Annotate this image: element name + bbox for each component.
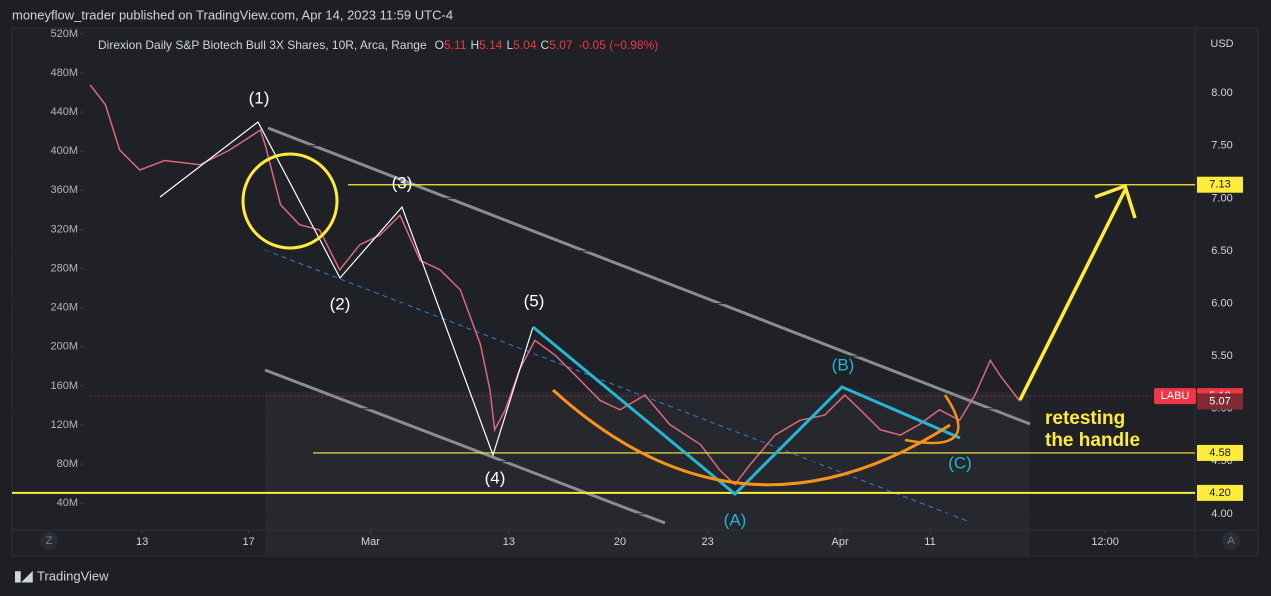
- y-tick-label: 8.00: [1211, 87, 1232, 99]
- x-tick-label: Apr: [832, 536, 849, 548]
- y2-tick-label: 360M: [50, 184, 78, 196]
- ohlc-key: H: [470, 38, 479, 52]
- wave-label: (2): [330, 294, 351, 313]
- wave-label: (3): [392, 173, 413, 192]
- shaded-zone: [265, 392, 1030, 556]
- ohlc-value: 5.04: [513, 38, 537, 52]
- wave-label: (A): [724, 510, 747, 529]
- symbol-tag-label: LABU: [1161, 390, 1190, 402]
- y-tick-label: 6.00: [1211, 297, 1232, 309]
- drawings: (1) (2) (3) (4) (5) (A) (B) (C) retestin…: [159, 88, 1140, 529]
- button-label[interactable]: A: [1227, 535, 1235, 547]
- close-tag: [1197, 393, 1243, 410]
- arrow-head: [1094, 183, 1137, 219]
- x-tick-label: 11: [924, 536, 935, 548]
- y-tick-label: 6.50: [1211, 245, 1232, 257]
- y-tick-label: 5.50: [1211, 350, 1232, 362]
- level-tag-label: 7.13: [1209, 179, 1230, 191]
- y2-tick-label: 160M: [50, 380, 78, 392]
- change: -0.05 (−0.98%): [579, 38, 659, 52]
- level-tag: [1197, 484, 1243, 501]
- y2-tick-label: 520M: [50, 28, 78, 40]
- x-tick-label: 20: [614, 536, 626, 548]
- button[interactable]: [40, 532, 58, 550]
- ohlc-key: L: [506, 38, 513, 52]
- y2-tick-label: 200M: [50, 341, 78, 353]
- wave-label: (4): [485, 468, 506, 487]
- y2-tick-label: 400M: [50, 145, 78, 157]
- note: retesting: [1045, 408, 1125, 429]
- button-label[interactable]: Z: [46, 535, 53, 547]
- footer-brand: TradingView: [37, 568, 109, 583]
- header-text: moneyflow_trader published on TradingVie…: [12, 7, 453, 22]
- y2-tick-label: 80M: [57, 458, 78, 470]
- ohlc-key: O: [435, 38, 444, 52]
- y-tick-label: 7.00: [1211, 192, 1232, 204]
- wave-label: (1): [249, 88, 270, 107]
- y2-tick-label: 120M: [50, 419, 78, 431]
- cup-arc: [551, 388, 951, 487]
- x-tick-label: 13: [136, 536, 148, 548]
- ohlc-value: 5.14: [479, 38, 503, 52]
- legend: Direxion Daily S&P Biotech Bull 3X Share…: [98, 38, 658, 52]
- currency: USD: [1210, 38, 1233, 50]
- channel-top: [267, 126, 1031, 426]
- wave-zigzag: [159, 121, 534, 457]
- x-tick-label: 17: [242, 536, 254, 548]
- level-tag: [1197, 444, 1243, 461]
- y2-tick-label: 40M: [57, 497, 78, 509]
- plot: [12, 84, 1195, 515]
- level-tag: [1197, 176, 1243, 193]
- handle-arc: [904, 394, 960, 445]
- ohlc-value: 5.11: [444, 38, 467, 52]
- level-tag-label: 4.20: [1209, 487, 1230, 499]
- highlight-circle: [241, 152, 339, 250]
- x-tick-label: 12:00: [1091, 536, 1119, 548]
- footer-logo: ▮◢: [14, 568, 33, 584]
- x-tick-label: 13: [503, 536, 515, 548]
- level-tag-label: 4.58: [1209, 447, 1230, 459]
- drawings: [264, 126, 1031, 525]
- note: the handle: [1045, 430, 1140, 451]
- symbol-title: Direxion Daily S&P Biotech Bull 3X Share…: [98, 38, 427, 52]
- y2-tick-label: 480M: [50, 67, 78, 79]
- y2-tick-label: 240M: [50, 302, 78, 314]
- y2-tick-label: 320M: [50, 223, 78, 235]
- channel-bottom: [264, 368, 666, 525]
- y-tick-label: 4.00: [1211, 508, 1232, 520]
- wave-label: (C): [948, 453, 972, 472]
- target-arrow: [1018, 189, 1127, 401]
- button[interactable]: [1222, 532, 1240, 550]
- wave-label: (5): [524, 291, 545, 310]
- ohlc-value: 5.07: [549, 38, 573, 52]
- abc-lines: [532, 325, 961, 497]
- close-tag-label: 5.07: [1209, 395, 1230, 407]
- x-tick-label: 23: [701, 536, 713, 548]
- x-tick-label: Mar: [361, 536, 380, 548]
- price-line: [89, 84, 1021, 486]
- ohlc-key: C: [541, 38, 550, 52]
- symbol-tag: [1154, 388, 1196, 405]
- y2-tick-label: 280M: [50, 262, 78, 274]
- y-tick-label: 7.50: [1211, 140, 1232, 152]
- y2-tick-label: 440M: [50, 106, 78, 118]
- wave-label: (B): [832, 355, 855, 374]
